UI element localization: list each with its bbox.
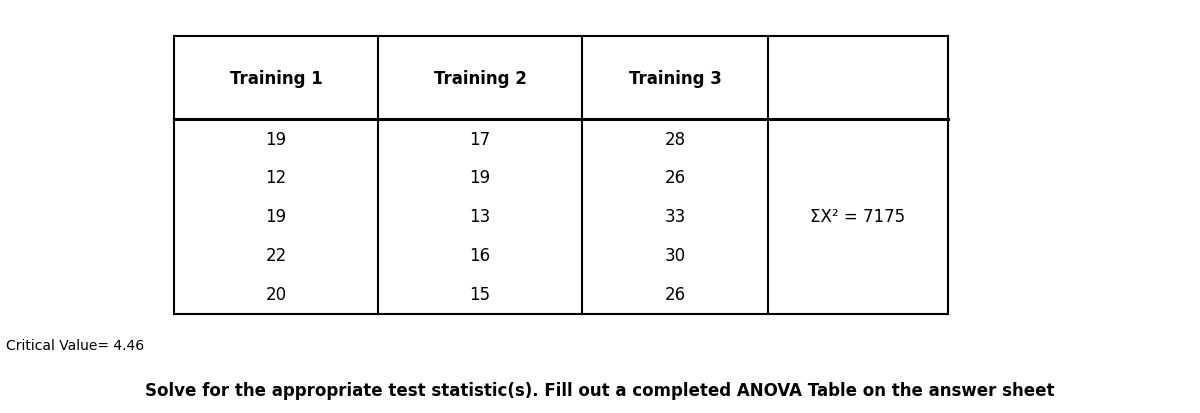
Text: 30: 30 [665, 247, 685, 265]
Text: 13: 13 [469, 208, 491, 226]
Text: 22: 22 [265, 247, 287, 265]
Text: 28: 28 [665, 130, 685, 148]
Text: Critical Value= 4.46: Critical Value= 4.46 [6, 338, 144, 352]
Text: 33: 33 [665, 208, 685, 226]
Text: 19: 19 [265, 208, 287, 226]
Text: 19: 19 [469, 169, 491, 187]
Text: 15: 15 [469, 285, 491, 304]
Text: 20: 20 [265, 285, 287, 304]
Text: Solve for the appropriate test statistic(s). Fill out a completed ANOVA Table on: Solve for the appropriate test statistic… [145, 381, 1055, 399]
Text: 26: 26 [665, 285, 685, 304]
Text: Training 1: Training 1 [229, 69, 323, 88]
Text: Training 3: Training 3 [629, 69, 721, 88]
Text: 26: 26 [665, 169, 685, 187]
Text: Training 2: Training 2 [433, 69, 527, 88]
Text: 17: 17 [469, 130, 491, 148]
Text: 16: 16 [469, 247, 491, 265]
Text: 19: 19 [265, 130, 287, 148]
Text: ΣX² = 7175: ΣX² = 7175 [810, 208, 906, 226]
Text: 12: 12 [265, 169, 287, 187]
